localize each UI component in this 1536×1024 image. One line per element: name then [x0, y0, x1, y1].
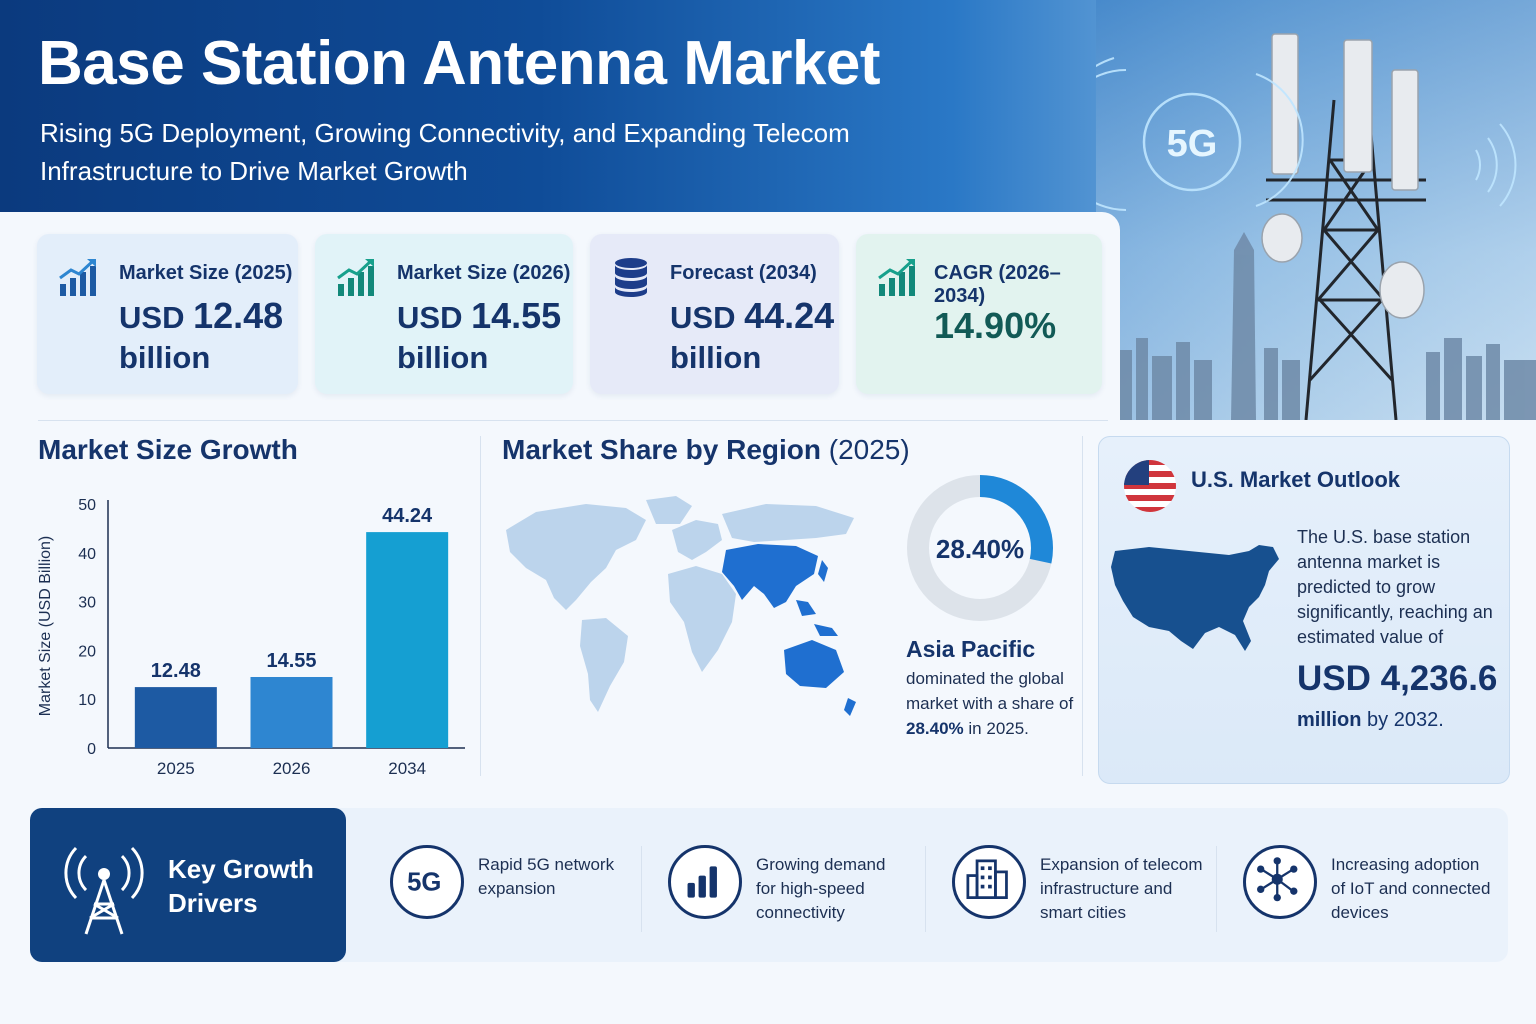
divider: [38, 420, 1108, 421]
x-tick-label: 2025: [157, 759, 195, 778]
kpi-card-market-size-2025: Market Size (2025) USD 12.48 billion: [37, 234, 298, 394]
signal-bars-icon: [668, 845, 742, 919]
page-subtitle: Rising 5G Deployment, Growing Connectivi…: [40, 118, 850, 186]
5g-badge-text: 5G: [1167, 123, 1218, 165]
kpi-number: 12.48: [193, 295, 284, 336]
divider: [1082, 436, 1083, 776]
y-tick-label: 30: [78, 595, 96, 612]
driver-text: Rapid 5G network expansion: [478, 855, 615, 898]
driver-text: Expansion of telecom infrastructure and …: [1040, 855, 1203, 922]
x-tick-label: 2026: [273, 759, 311, 778]
divider: [480, 436, 481, 776]
kpi-label: Forecast (2034): [670, 262, 817, 284]
divider: [641, 846, 642, 932]
us-outlook-title: U.S. Market Outlook: [1191, 467, 1401, 492]
kpi-currency: USD: [119, 300, 185, 335]
market-size-bar-chart: 0 10 20 30 40 50 Market Size (USD Billion) 12.4…: [37, 497, 465, 778]
world-map: [506, 496, 856, 716]
region-year: (2025): [828, 434, 910, 465]
bar-value-label: 44.24: [382, 505, 433, 527]
kpi-unit: billion: [397, 340, 489, 375]
x-tick-label: 2034: [388, 759, 426, 778]
kpi-card-market-size-2026: Market Size (2026) USD 14.55 billion: [315, 234, 573, 394]
region-text-b: in 2025.: [968, 719, 1029, 738]
kpi-label: Market Size (2026): [397, 262, 571, 284]
region-title: Market Share by Region: [502, 434, 821, 465]
kpi-number: 14.55: [471, 295, 562, 336]
driver-text: Growing demand for high-speed connectivi…: [756, 855, 886, 922]
kpi-currency: USD: [670, 300, 736, 335]
bar-2026: [250, 676, 333, 748]
drivers-title: Key Growth Drivers: [168, 854, 314, 918]
growth-chart-icon: [878, 259, 915, 296]
driver-text: Increasing adoption of IoT and connected…: [1331, 855, 1491, 922]
buildings-icon: [952, 845, 1026, 919]
5g-glyph: 5G: [407, 868, 441, 896]
kpi-number: 44.24: [744, 295, 835, 336]
growth-chart-icon: [59, 259, 96, 296]
us-outlook-value: USD 4,236.6: [1297, 659, 1498, 698]
region-panel-title: Market Share by Region (2025): [502, 434, 910, 466]
driver-item-5g: 5G Rapid 5G network expansion: [390, 845, 630, 925]
5g-icon: 5G: [390, 845, 464, 919]
us-outlook-card: U.S. Market Outlook The U.S. base statio…: [1098, 436, 1510, 784]
us-map: [1111, 545, 1279, 651]
us-outlook-value-unit: million by 2032.: [1297, 709, 1444, 732]
divider: [1216, 846, 1217, 932]
us-outlook-year: by 2032.: [1367, 709, 1444, 731]
kpi-value: USD 14.55 billion: [397, 296, 561, 378]
driver-item-iot: Increasing adoption of IoT and connected…: [1243, 845, 1493, 925]
y-axis-title: Market Size (USD Billion): [37, 536, 54, 716]
asia-pacific-highlight: [722, 544, 856, 716]
y-tick-label: 10: [78, 692, 96, 709]
region-description: dominated the global market with a share…: [906, 666, 1081, 741]
kpi-label: CAGR (2026–2034): [934, 262, 1061, 307]
kpi-currency: USD: [397, 300, 463, 335]
drivers-header: Key Growth Drivers: [30, 808, 346, 962]
network-nodes-icon: [1243, 845, 1317, 919]
us-outlook-unit: million: [1297, 709, 1362, 731]
bar-value-label: 14.55: [266, 650, 316, 672]
kpi-card-forecast-2034: Forecast (2034) USD 44.24 billion: [590, 234, 839, 394]
bar-2025: [134, 687, 217, 748]
broadcast-tower-icon: [64, 846, 144, 935]
kpi-value: USD 44.24 billion: [670, 296, 834, 378]
y-tick-label: 20: [78, 643, 96, 660]
database-icon: [615, 258, 647, 297]
y-tick-label: 0: [87, 741, 96, 758]
cell-tower-image: 5G: [1096, 0, 1536, 420]
us-flag-icon: [1124, 460, 1176, 512]
driver-item-connectivity: Growing demand for high-speed connectivi…: [668, 845, 908, 925]
driver-item-infrastructure: Expansion of telecom infrastructure and …: [952, 845, 1203, 925]
kpi-label: Market Size (2025): [119, 262, 293, 284]
region-text-a: dominated the global market with a share…: [906, 669, 1074, 713]
growth-chart-icon: [337, 259, 374, 296]
divider: [925, 846, 926, 932]
y-tick-label: 50: [78, 497, 96, 514]
region-share-donut: 28.40%: [907, 475, 1053, 621]
kpi-card-cagr: CAGR (2026–2034) 14.90%: [856, 234, 1102, 394]
growth-panel-title: Market Size Growth: [38, 434, 298, 465]
kpi-unit: billion: [670, 340, 762, 375]
kpi-number: 14.90%: [934, 305, 1057, 346]
donut-share-arc: [907, 475, 1053, 621]
page-title: Base Station Antenna Market: [38, 29, 881, 98]
y-tick-label: 40: [78, 546, 96, 563]
region-text-share: 28.40%: [906, 719, 964, 738]
bar-2034: [366, 532, 449, 748]
bar-value-label: 12.48: [151, 660, 201, 682]
donut-share-label: 28.40%: [936, 534, 1024, 564]
region-name: Asia Pacific: [906, 636, 1036, 662]
kpi-value: USD 12.48 billion: [119, 296, 283, 378]
us-outlook-text: The U.S. base station antenna market is …: [1297, 527, 1493, 647]
kpi-unit: billion: [119, 340, 211, 375]
